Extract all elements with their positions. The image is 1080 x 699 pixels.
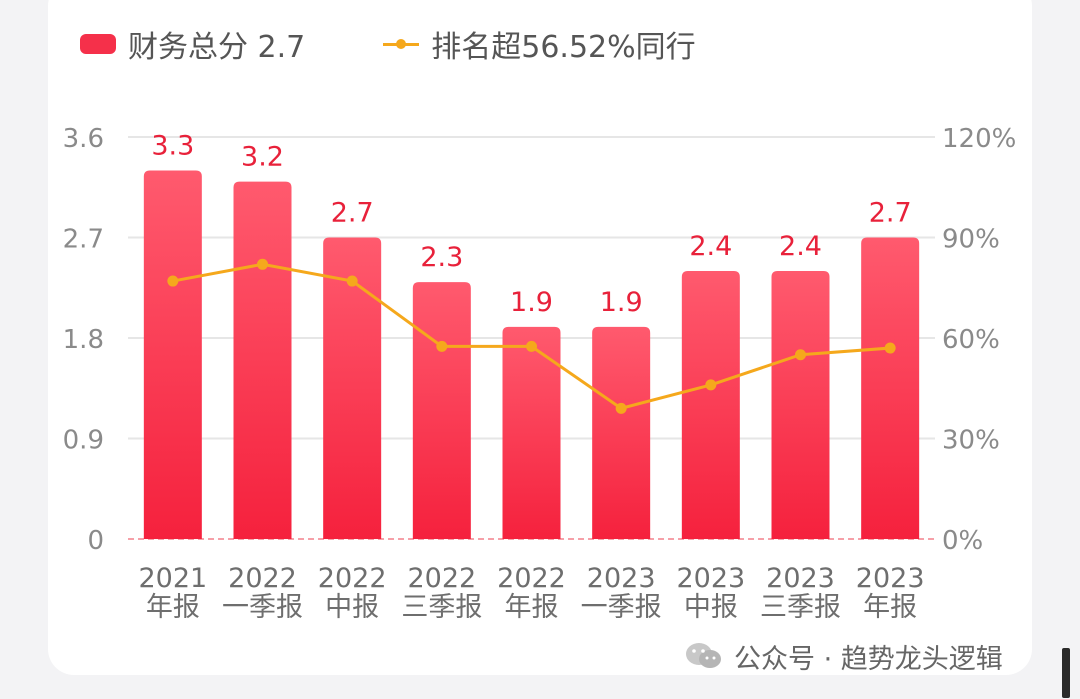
legend-score-label: 财务总分 2.7 [128, 30, 306, 65]
bar [502, 326, 561, 539]
legend-line-swatch [383, 34, 420, 54]
legend-item-score[interactable]: 财务总分 2.7 [80, 22, 305, 66]
x-tick-sublabel: 一季报 [222, 592, 303, 623]
y-left-tick-label: 0 [87, 526, 104, 556]
legend-bar-swatch [80, 34, 116, 54]
bar-value-label: 3.2 [241, 142, 284, 173]
rank-point [705, 379, 717, 391]
rank-point [167, 275, 179, 287]
rank-point [615, 402, 627, 414]
legend-rank-label: 排名超56.52%同行 [431, 30, 696, 65]
rank-point [884, 342, 896, 354]
bar [771, 271, 830, 539]
watermark-text: 公众号 · 趋势龙头逻辑 [734, 643, 1003, 675]
x-tick-sublabel: 中报 [684, 592, 738, 623]
rank-point [436, 340, 448, 352]
bar-value-label: 3.3 [151, 131, 194, 162]
y-right-tick-label: 120% [942, 124, 1016, 154]
x-tick-sublabel: 年报 [146, 592, 200, 623]
rank-point [795, 349, 806, 361]
rank-point [257, 258, 268, 270]
bar [681, 271, 740, 539]
bar [233, 181, 292, 539]
legend-item-rank[interactable]: 排名超56.52%同行 [383, 22, 696, 66]
bar-value-label: 2.4 [779, 231, 822, 262]
bar-value-label: 1.9 [510, 287, 553, 318]
y-left-tick-label: 2.7 [63, 225, 104, 255]
bar-value-label: 1.9 [600, 287, 643, 318]
wechat-icon [686, 643, 721, 668]
x-tick-label: 2023 [587, 563, 656, 594]
rank-point [526, 340, 537, 352]
y-right-tick-label: 90% [942, 225, 1000, 255]
y-right-tick-label: 60% [942, 325, 1000, 355]
x-tick-label: 2023 [856, 563, 925, 594]
bar [412, 282, 471, 539]
rank-point [346, 275, 358, 287]
y-left-tick-label: 0.9 [63, 426, 104, 456]
bar [592, 326, 651, 539]
bar-value-label: 2.4 [689, 231, 732, 262]
x-tick-sublabel: 三季报 [760, 592, 841, 623]
x-tick-label: 2022 [497, 563, 566, 594]
y-right-tick-label: 30% [942, 426, 1000, 456]
x-tick-sublabel: 中报 [325, 592, 379, 623]
bar-value-label: 2.3 [420, 242, 463, 273]
bar [143, 170, 202, 539]
bar [861, 237, 920, 539]
bar-value-label: 2.7 [331, 198, 374, 229]
x-tick-label: 2022 [228, 563, 297, 594]
x-tick-label: 2022 [407, 563, 476, 594]
y-left-tick-label: 1.8 [63, 325, 104, 355]
combo-chart: 3.3 3.2 2.7 2.3 1.9 1.9 2.4 2.4 2.7 3.6 120% 2.7 90… [63, 124, 1017, 623]
y-left-tick-label: 3.6 [63, 124, 104, 154]
x-tick-label: 2023 [676, 563, 745, 594]
x-tick-sublabel: 年报 [863, 592, 917, 623]
x-tick-sublabel: 三季报 [401, 592, 482, 623]
bar [323, 237, 382, 539]
y-right-tick-label: 0% [942, 526, 983, 556]
x-tick-label: 2021 [138, 563, 207, 594]
x-tick-sublabel: 一季报 [581, 592, 662, 623]
watermark: 公众号 · 趋势龙头逻辑 [684, 636, 1003, 676]
scroll-handle[interactable] [1062, 648, 1070, 698]
x-tick-label: 2023 [766, 563, 835, 594]
x-tick-label: 2022 [318, 563, 387, 594]
bar-value-label: 2.7 [869, 198, 912, 229]
x-tick-sublabel: 年报 [505, 592, 559, 623]
chart-legend: 财务总分 2.7 排名超56.52%同行 [80, 22, 774, 66]
